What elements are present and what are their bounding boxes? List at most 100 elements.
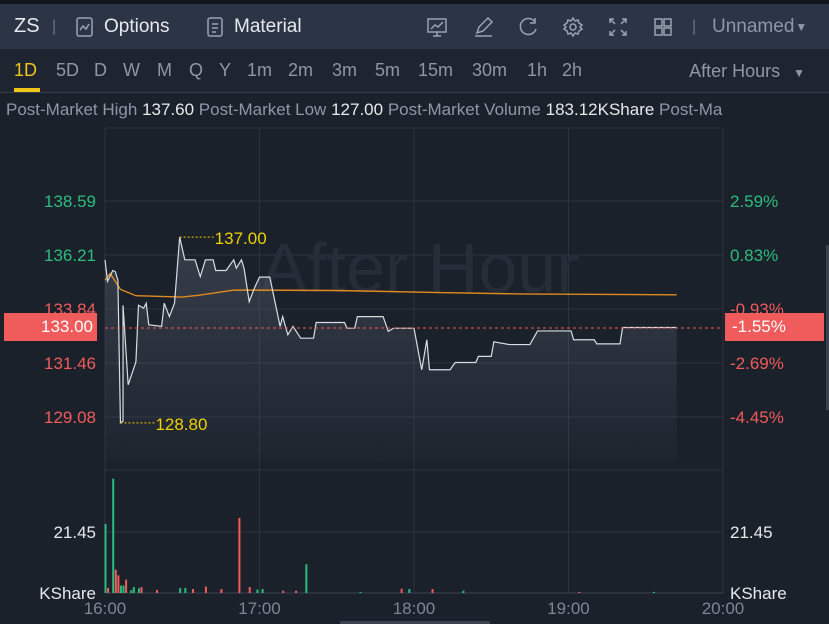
fullscreen-icon[interactable]: [607, 16, 629, 38]
volume-bar: [104, 523, 107, 593]
divider: |: [52, 17, 57, 35]
price-tick: 129.08: [44, 408, 96, 427]
period-5d[interactable]: 5D: [56, 60, 80, 80]
grid-layout-icon[interactable]: [652, 16, 674, 38]
volume-tick: 21.45: [53, 523, 96, 542]
stat-value: 183.12KShare: [545, 100, 655, 119]
volume-bar: [130, 590, 133, 593]
period-15m[interactable]: 15m: [418, 60, 454, 80]
refresh-icon[interactable]: [517, 16, 539, 38]
volume-bar: [408, 589, 411, 593]
price-tick: 131.46: [44, 354, 96, 373]
divider: |: [692, 17, 697, 35]
volume-bar: [238, 517, 241, 593]
options-label: Options: [104, 15, 170, 37]
period-2h[interactable]: 2h: [562, 60, 583, 80]
watermark: After Hour: [261, 229, 580, 307]
volume-bar: [359, 591, 362, 593]
volume-bar: [256, 589, 259, 593]
volume-bar: [192, 589, 195, 593]
volume-tick: 21.45: [730, 523, 773, 542]
volume-bar: [156, 589, 158, 593]
low-label: 128.80: [155, 415, 207, 434]
symbol-label: ZS: [14, 15, 40, 37]
session-dropdown[interactable]: After Hours ▼: [689, 61, 805, 82]
volume-bar: [179, 588, 182, 593]
pct-tick: 2.59%: [730, 192, 778, 211]
volume-bar: [122, 585, 125, 593]
current-change-tag: -1.55%: [725, 313, 824, 341]
period-w[interactable]: W: [123, 60, 140, 80]
chart-monitor-icon[interactable]: [426, 16, 448, 38]
volume-bar: [305, 564, 308, 593]
period-5m[interactable]: 5m: [375, 60, 401, 80]
post-market-stats: Post-Market High 137.60 Post-Market Low …: [6, 100, 722, 120]
options-chart-icon: [74, 16, 96, 38]
toolbar: ZS | Options Material | Unnamed ▼: [0, 4, 829, 49]
volume-bar: [107, 587, 110, 593]
volume-bar: [125, 579, 128, 593]
volume-bar: [204, 586, 207, 593]
window-top-edge: [0, 0, 829, 4]
pct-tick: -4.45%: [730, 408, 784, 427]
price-tick: 138.59: [44, 192, 96, 211]
volume-bar: [220, 589, 223, 593]
time-tick: 19:00: [547, 599, 590, 618]
volume-bar: [112, 478, 115, 593]
time-tick: 17:00: [238, 599, 281, 618]
document-icon: [204, 16, 226, 38]
layout-name: Unnamed: [712, 15, 795, 37]
volume-unit: KShare: [39, 584, 96, 603]
volume-bar: [295, 590, 298, 593]
stat-value: 137.60: [142, 100, 195, 119]
period-1d[interactable]: 1D: [14, 60, 38, 80]
period-1h[interactable]: 1h: [527, 60, 548, 80]
period-1m[interactable]: 1m: [247, 60, 273, 80]
volume-bar: [431, 589, 434, 593]
volume-bar: [119, 585, 122, 593]
options-button[interactable]: Options: [74, 16, 169, 38]
period-m[interactable]: M: [157, 60, 172, 80]
period-d[interactable]: D: [94, 60, 107, 80]
material-label: Material: [234, 15, 302, 37]
period-3m[interactable]: 3m: [332, 60, 358, 80]
period-y[interactable]: Y: [219, 60, 232, 80]
time-tick: 20:00: [702, 599, 745, 618]
volume-bar: [140, 587, 143, 593]
time-tick: 16:00: [84, 599, 127, 618]
volume-bar: [261, 589, 264, 593]
volume-bar: [114, 569, 117, 593]
period-2m[interactable]: 2m: [288, 60, 314, 80]
pencil-icon[interactable]: [472, 16, 494, 38]
material-button[interactable]: Material: [204, 16, 302, 38]
stat-label: Post-Ma: [659, 100, 723, 119]
volume-bar: [132, 587, 135, 593]
stat-value: 127.00: [331, 100, 384, 119]
volume-bar: [652, 591, 655, 593]
price-line: [104, 236, 677, 425]
side-scrollbar[interactable]: [826, 245, 829, 410]
volume-bar: [184, 587, 187, 593]
gear-icon[interactable]: [562, 16, 584, 38]
time-tick: 18:00: [393, 599, 436, 618]
volume-bar: [578, 591, 581, 593]
active-period-indicator: [14, 88, 40, 92]
pct-tick: 0.83%: [730, 246, 778, 265]
stat-label: Post-Market High: [6, 100, 138, 119]
period-30m[interactable]: 30m: [472, 60, 508, 80]
session-label: After Hours: [689, 61, 781, 81]
volume-unit: KShare: [730, 584, 787, 603]
caret-down-icon: ▼: [795, 19, 808, 34]
volume-bar: [137, 588, 140, 593]
pct-tick: -2.69%: [730, 354, 784, 373]
stat-label: Post-Market Volume: [387, 100, 541, 119]
current-price-tag: 133.00: [4, 313, 97, 341]
stat-label: Post-Market Low: [198, 100, 327, 119]
high-label: 137.00: [215, 229, 267, 248]
bottom-scrollbar[interactable]: [340, 621, 490, 624]
volume-bar: [400, 588, 403, 593]
period-q[interactable]: Q: [189, 60, 204, 80]
layout-dropdown[interactable]: Unnamed ▼: [712, 16, 807, 38]
caret-down-icon: ▼: [793, 66, 805, 80]
